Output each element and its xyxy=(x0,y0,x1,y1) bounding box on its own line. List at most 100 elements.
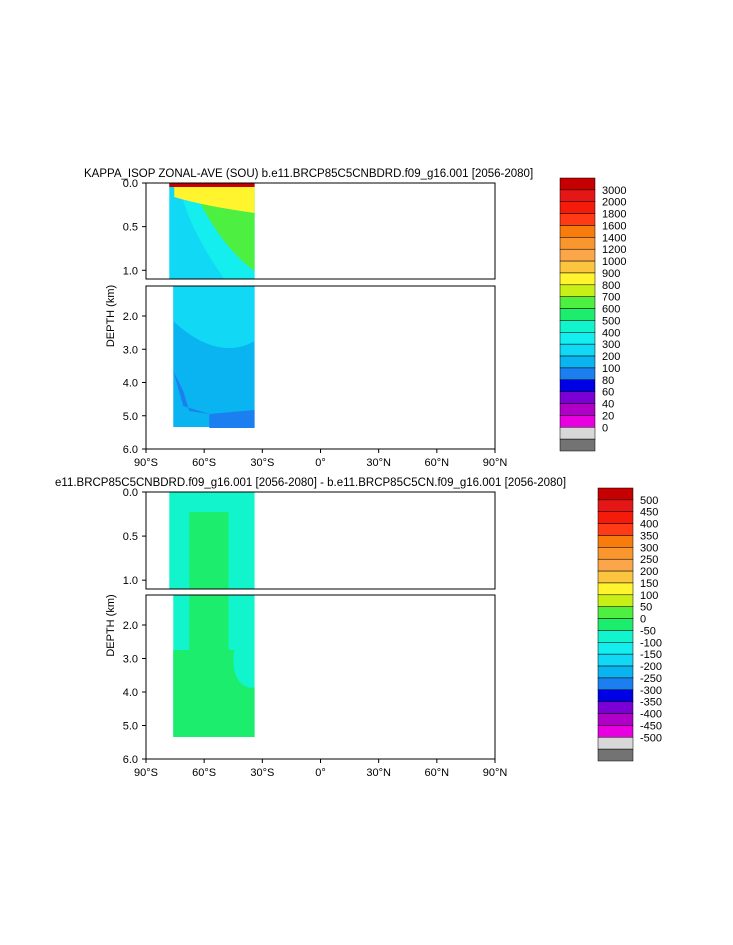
colorbar-swatch xyxy=(559,332,596,345)
x-tick-label: 0° xyxy=(315,767,326,779)
colorbar-swatch xyxy=(559,213,596,226)
colorbar-label: 300 xyxy=(602,339,620,351)
region-mid-green xyxy=(194,191,255,271)
colorbar-swatch xyxy=(597,558,634,572)
colorbar-label: -100 xyxy=(640,637,662,649)
chart-title: e11.BRCP85C5CNBDRD.f09_g16.001 [2056-208… xyxy=(55,477,566,489)
colorbar-swatch xyxy=(597,618,634,631)
colorbar-swatch xyxy=(597,665,634,679)
y-tick-label: 5.0 xyxy=(123,721,138,733)
colorbar-swatch xyxy=(559,320,596,333)
colorbar-swatch xyxy=(597,737,634,750)
colorbar-swatch xyxy=(559,367,596,381)
x-tick-label: 90°S xyxy=(134,457,158,469)
colorbar-label: 100 xyxy=(602,363,620,375)
colorbar-swatch xyxy=(597,487,634,501)
colorbar-label: 100 xyxy=(640,590,658,602)
colorbar-swatch xyxy=(559,260,596,274)
x-tick-label: 30°N xyxy=(366,767,391,779)
colorbar-label: 150 xyxy=(640,578,658,590)
colorbar: 500450400350300250200150100500-50-100-15… xyxy=(597,487,662,762)
x-tick-label: 90°N xyxy=(483,767,508,779)
colorbar-label: 60 xyxy=(602,387,614,399)
colorbar-swatch xyxy=(559,427,596,440)
colorbar-swatch xyxy=(559,284,596,297)
y-axis-label: DEPTH (km) xyxy=(105,594,117,656)
colorbar-label: 350 xyxy=(640,530,658,542)
colorbar-label: 3000 xyxy=(602,185,626,197)
colorbar-swatch xyxy=(597,642,634,655)
x-tick-label: 60°S xyxy=(192,767,216,779)
colorbar-label: 900 xyxy=(602,268,620,280)
colorbar-label: 800 xyxy=(602,280,620,292)
colorbar-swatch xyxy=(559,415,596,428)
colorbar-swatch xyxy=(559,343,596,357)
y-tick-label: 5.0 xyxy=(123,411,138,423)
colorbar-label: 1200 xyxy=(602,244,626,256)
colorbar-swatch xyxy=(559,438,596,452)
x-tick-label: 0° xyxy=(315,457,326,469)
upper-plot-frame xyxy=(145,182,496,280)
upper-plot-frame xyxy=(145,491,496,590)
colorbar-swatch xyxy=(597,523,634,536)
x-tick-label: 60°N xyxy=(425,457,450,469)
colorbar-label: -400 xyxy=(640,709,662,721)
colorbar-label: 500 xyxy=(602,315,620,327)
colorbar-swatch xyxy=(559,189,596,202)
colorbar-label: 40 xyxy=(602,399,614,411)
colorbar-swatch xyxy=(597,547,634,560)
x-tick-label: 60°S xyxy=(192,457,216,469)
colorbar-swatch xyxy=(597,630,634,643)
y-tick-label: 4.0 xyxy=(123,687,138,699)
colorbar-label: -250 xyxy=(640,673,662,685)
colorbar-label: 200 xyxy=(640,566,658,578)
y-tick-label: 6.0 xyxy=(123,754,138,766)
colorbar-label: -200 xyxy=(640,661,662,673)
chart-panel-1: KAPPA_ISOP ZONAL-AVE (SOU) b.e11.BRCP85C… xyxy=(84,168,626,469)
colorbar-label: 500 xyxy=(640,495,658,507)
colorbar-swatch xyxy=(597,713,634,726)
x-tick-label: 90°S xyxy=(134,767,158,779)
colorbar-label: 250 xyxy=(640,554,658,566)
y-tick-label: 4.0 xyxy=(123,378,138,390)
x-tick-label: 90°N xyxy=(483,457,508,469)
colorbar-swatch xyxy=(559,308,596,321)
colorbar-label: 0 xyxy=(640,614,646,626)
colorbar-label: -500 xyxy=(640,732,662,744)
y-tick-label: 0.0 xyxy=(123,487,138,499)
x-tick-label: 30°N xyxy=(366,457,391,469)
colorbar-label: 20 xyxy=(602,410,614,422)
region-deep-light-blue-lower xyxy=(173,286,255,349)
colorbar-label: 1800 xyxy=(602,209,626,221)
chart-panel-2: e11.BRCP85C5CNBDRD.f09_g16.001 [2056-208… xyxy=(55,477,662,779)
colorbar-label: 300 xyxy=(640,542,658,554)
colorbar-swatch xyxy=(597,748,634,762)
colorbar-label: 200 xyxy=(602,351,620,363)
region-positive-anomaly-lower xyxy=(173,650,255,737)
region-bottom-edge xyxy=(173,371,255,428)
y-axis-label: DEPTH (km) xyxy=(105,285,117,347)
colorbar-swatch xyxy=(597,511,634,524)
colorbar-label: -50 xyxy=(640,625,656,637)
colorbar-label: 400 xyxy=(640,519,658,531)
colorbar-swatch xyxy=(597,582,634,596)
y-tick-label: 0.5 xyxy=(123,222,138,234)
colorbar-swatch xyxy=(597,677,634,691)
data-region-group xyxy=(169,183,255,428)
colorbar-label: 2000 xyxy=(602,197,626,209)
colorbar-swatch xyxy=(597,535,634,548)
y-tick-label: 0.5 xyxy=(123,531,138,543)
colorbar-swatch xyxy=(597,725,634,738)
colorbar-label: -300 xyxy=(640,685,662,697)
colorbar-swatch xyxy=(559,272,596,286)
colorbar-swatch xyxy=(559,225,596,238)
y-tick-label: 3.0 xyxy=(123,344,138,356)
x-tick-label: 30°S xyxy=(250,767,274,779)
chart-title: KAPPA_ISOP ZONAL-AVE (SOU) b.e11.BRCP85C… xyxy=(84,168,533,180)
colorbar-swatch xyxy=(559,379,596,392)
x-tick-label: 30°S xyxy=(250,457,274,469)
colorbar-swatch xyxy=(559,403,596,416)
colorbar-swatch xyxy=(559,248,596,262)
colorbar-label: -150 xyxy=(640,649,662,661)
